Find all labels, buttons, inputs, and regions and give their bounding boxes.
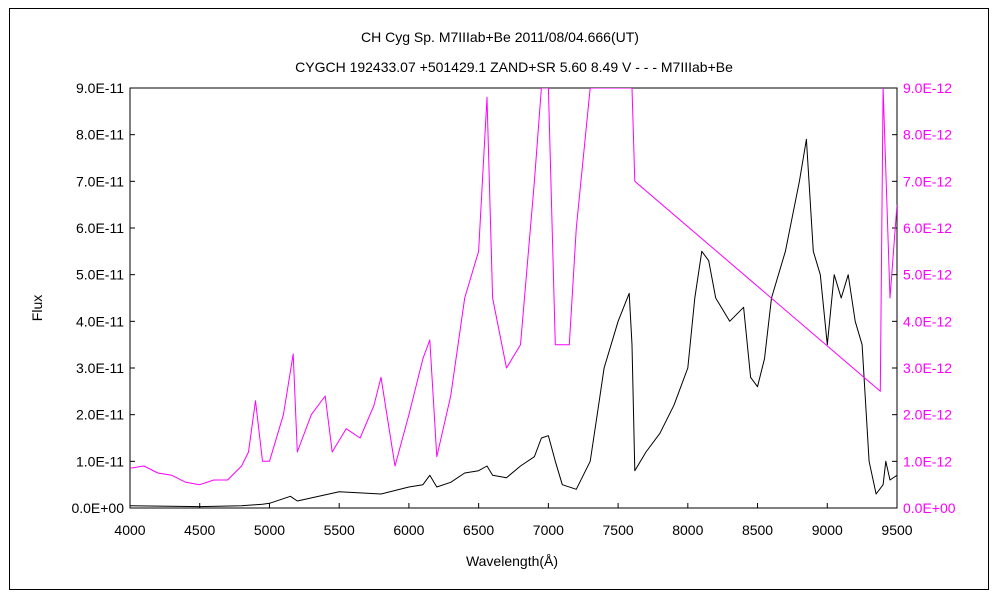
y-right-tick-label: 6.0E-12 <box>903 220 952 236</box>
x-tick-label: 6000 <box>393 522 424 538</box>
chart-subtitle: CYGCH 192433.07 +501429.1 ZAND+SR 5.60 8… <box>295 59 733 75</box>
y-right-tick-label: 5.0E-12 <box>903 267 952 283</box>
y-right-tick-label: 3.0E-12 <box>903 360 952 376</box>
spectrum-line-magenta <box>130 88 897 486</box>
y-left-tick-label: 1.0E-11 <box>76 453 124 469</box>
y-right-tick-label: 2.0E-12 <box>903 407 952 423</box>
x-tick-label: 5000 <box>254 522 285 538</box>
y-left-tick-label: 9.0E-11 <box>76 80 124 96</box>
y-right-tick-label: 9.0E-12 <box>903 80 952 96</box>
x-tick-label: 5500 <box>324 522 355 538</box>
y-left-tick-label: 2.0E-11 <box>76 407 124 423</box>
x-tick-label: 4000 <box>114 522 145 538</box>
x-tick-label: 7500 <box>603 522 634 538</box>
y-left-tick-label: 8.0E-11 <box>76 127 124 143</box>
x-tick-label: 4500 <box>184 522 215 538</box>
y-left-tick-label: 7.0E-11 <box>76 173 124 189</box>
y-axis-left-ticks: 0.0E+00 1.0E-11 2.0E-11 3.0E-11 4.0E-11 5.0E-… <box>71 80 135 516</box>
spectrum-line-black <box>130 138 897 508</box>
x-tick-label: 9500 <box>881 522 912 538</box>
y-axis-label: Flux <box>29 295 45 321</box>
x-axis-ticks: 4000 4500 5000 5500 6000 6500 7000 7500 8000 8500… <box>114 503 913 538</box>
y-right-tick-label: 4.0E-12 <box>903 313 952 329</box>
x-tick-label: 8500 <box>742 522 773 538</box>
y-left-tick-label: 6.0E-11 <box>76 220 124 236</box>
y-left-tick-label: 4.0E-11 <box>76 313 124 329</box>
x-tick-label: 9000 <box>812 522 843 538</box>
series-layer <box>130 88 897 508</box>
y-left-tick-label: 3.0E-11 <box>76 360 124 376</box>
x-axis-label: Wavelength(Å) <box>466 553 558 569</box>
y-left-tick-label: 5.0E-11 <box>76 267 124 283</box>
plot-area <box>129 87 898 509</box>
y-axis-right-ticks: 0.0E+00 1.0E-12 2.0E-12 3.0E-12 4.0E-12 5.0E-… <box>892 80 956 516</box>
x-tick-label: 8000 <box>672 522 703 538</box>
y-right-tick-label: 0.0E+00 <box>903 500 956 516</box>
x-tick-label: 7000 <box>533 522 564 538</box>
y-right-tick-label: 8.0E-12 <box>903 127 952 143</box>
y-right-tick-label: 7.0E-12 <box>903 173 952 189</box>
y-right-tick-label: 1.0E-12 <box>903 453 952 469</box>
chart-title: CH Cyg Sp. M7IIIab+Be 2011/08/04.666(UT) <box>361 29 639 45</box>
x-tick-label: 6500 <box>463 522 494 538</box>
y-left-tick-label: 0.0E+00 <box>71 500 124 516</box>
